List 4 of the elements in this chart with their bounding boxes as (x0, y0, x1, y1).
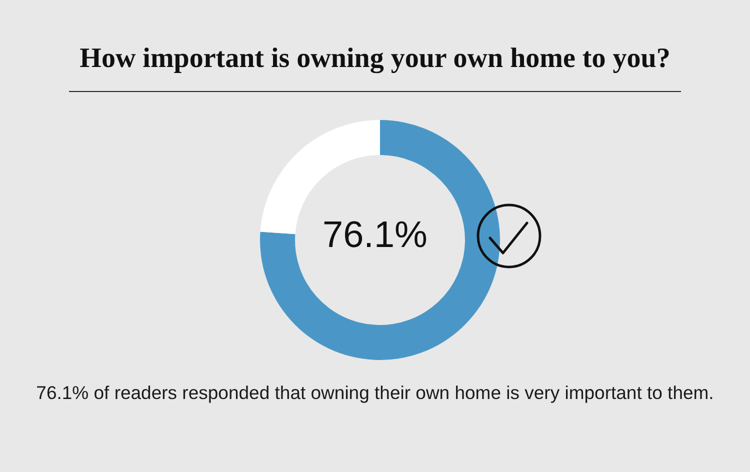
chart-title: How important is owning your own home to you? (78, 42, 672, 76)
text: 76.1% of readers responded that owning their own home is very important to them. (35, 381, 715, 405)
text: 76.1% (322, 213, 428, 257)
donut-slice (260, 120, 500, 360)
